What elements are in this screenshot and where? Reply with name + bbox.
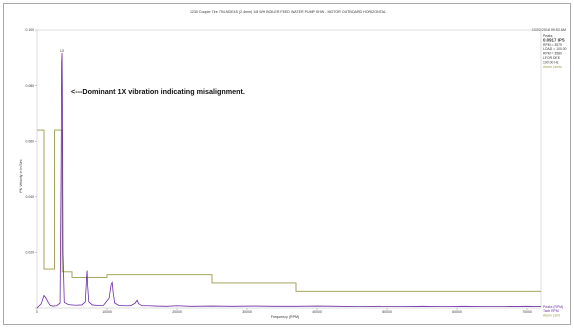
x-tick-label: 20000: [172, 310, 182, 314]
y-axis-label: PK Velocity in In/Sec: [19, 159, 23, 192]
x-tick-label: 10000: [102, 310, 112, 314]
x-axis: 0 10000 20000 30000 40000 50000 60000 70000: [36, 308, 532, 314]
alarm-legend-label: Alarm Limits: [543, 65, 562, 69]
readout-line: RPM = 3579: [543, 43, 562, 47]
x-axis-label: Frequency (RPM): [271, 315, 299, 319]
chart-border: [3, 3, 571, 325]
readout-line: 100.00 Hz: [543, 60, 559, 64]
y-tick-label: 0.100: [26, 28, 35, 32]
series-group: [36, 53, 542, 309]
x-tick-label: 0: [36, 310, 38, 314]
misalignment-annotation: <---Dominant 1X vibration indicating mis…: [71, 87, 245, 96]
readout-line: RPM = 3580: [543, 52, 562, 56]
y-tick-label: 0.040: [26, 195, 35, 199]
readout-line: LFOR DEE: [543, 56, 561, 60]
bottom-legend-item: Peaks (RPM): [543, 305, 563, 309]
timestamp: 10/02/2018 09:53 AM: [532, 28, 566, 32]
alarm-limit-line: [37, 129, 541, 292]
y-tick-label: 0.020: [26, 251, 35, 255]
x-tick-label: 30000: [242, 310, 252, 314]
readout-line: LOAD = 100.00: [543, 47, 567, 51]
readout-line: 0.0917 IPS: [543, 37, 565, 42]
bottom-legend-item: Alarm Limit: [543, 313, 560, 317]
plot-area: [36, 29, 542, 309]
x-tick-label: 60000: [452, 310, 462, 314]
x-tick-label: 70000: [522, 310, 532, 314]
x-tick-label: 50000: [382, 310, 392, 314]
y-axis: 0.020 0.040 0.060 0.080 0.100: [26, 28, 37, 309]
y-tick-label: 0.080: [26, 84, 35, 88]
y-tick-label: 0.060: [26, 139, 35, 143]
1x-peak-marker: 1X: [60, 49, 65, 53]
x-tick-label: 40000: [312, 310, 322, 314]
bottom-legend-item: Tach RPM: [543, 309, 559, 313]
spectrum-line: [36, 53, 542, 309]
chart-title: 1230 Cooper Tire 794-NDE4S (2.4mm) 1/8 W…: [190, 10, 386, 14]
readout-line: Peaks: [543, 34, 553, 38]
